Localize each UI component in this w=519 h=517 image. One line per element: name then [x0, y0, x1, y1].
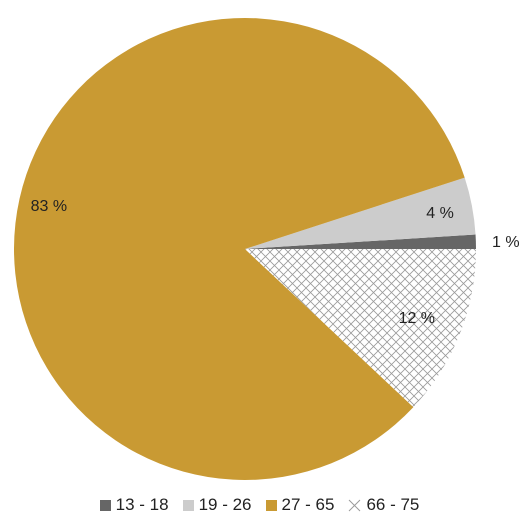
slice-data-label: 12 % [399, 310, 435, 327]
legend-swatch [349, 499, 361, 511]
legend-label: 66 - 75 [366, 495, 420, 514]
slice-data-label: 1 % [492, 234, 519, 251]
legend-item: 66 - 75 [348, 495, 419, 515]
legend-swatch [182, 499, 194, 511]
pie-slice-66-75 [245, 249, 476, 408]
legend-label: 27 - 65 [281, 495, 335, 514]
legend-swatch [265, 499, 277, 511]
legend-item: 19 - 26 [182, 495, 252, 515]
legend-swatch [99, 499, 111, 511]
legend-label: 19 - 26 [198, 495, 252, 514]
legend-label: 13 - 18 [115, 495, 169, 514]
pie-slice-27-65 [13, 18, 465, 481]
pie-slice-19-26 [245, 177, 476, 249]
slice-data-label: 83 % [31, 198, 67, 215]
legend-item: 13 - 18 [99, 495, 169, 515]
legend-item: 27 - 65 [265, 495, 335, 515]
pie-chart: 1 % 4 % 83 % 12 % [13, 18, 519, 481]
legend: 13 - 18 19 - 26 27 - 65 66 - 75 [0, 494, 519, 516]
slice-data-label: 4 % [426, 205, 454, 222]
pie-slice-13-18 [245, 234, 476, 249]
